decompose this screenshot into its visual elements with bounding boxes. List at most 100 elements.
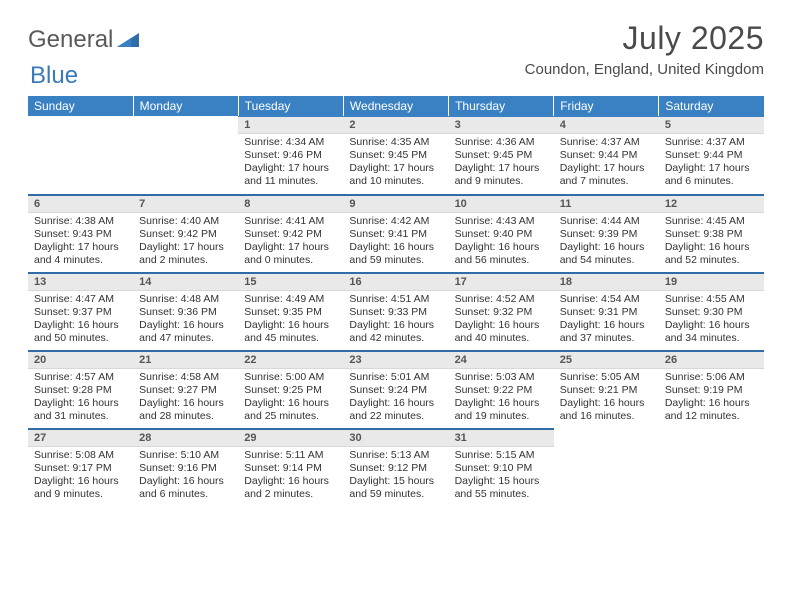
daylight-text: Daylight: 16 hours and 42 minutes. xyxy=(349,319,442,345)
brand-logo: General xyxy=(28,26,141,54)
sunrise-text: Sunrise: 4:45 AM xyxy=(665,215,758,228)
sunset-text: Sunset: 9:32 PM xyxy=(455,306,548,319)
day-details: Sunrise: 5:10 AMSunset: 9:16 PMDaylight:… xyxy=(133,447,238,506)
day-number: 16 xyxy=(343,272,448,291)
weekday-friday: Friday xyxy=(554,96,659,116)
day-number: 29 xyxy=(238,428,343,447)
sunrise-text: Sunrise: 4:55 AM xyxy=(665,293,758,306)
calendar-cell: 31Sunrise: 5:15 AMSunset: 9:10 PMDayligh… xyxy=(449,428,554,506)
calendar-cell xyxy=(659,428,764,506)
day-details xyxy=(554,432,659,438)
sunrise-text: Sunrise: 4:48 AM xyxy=(139,293,232,306)
sunset-text: Sunset: 9:42 PM xyxy=(244,228,337,241)
sunset-text: Sunset: 9:43 PM xyxy=(34,228,127,241)
day-details: Sunrise: 4:48 AMSunset: 9:36 PMDaylight:… xyxy=(133,291,238,350)
daylight-text: Daylight: 17 hours and 6 minutes. xyxy=(665,162,758,188)
daylight-text: Daylight: 16 hours and 45 minutes. xyxy=(244,319,337,345)
day-number: 7 xyxy=(133,194,238,213)
day-details: Sunrise: 4:58 AMSunset: 9:27 PMDaylight:… xyxy=(133,369,238,428)
calendar-cell xyxy=(28,116,133,194)
weekday-monday: Monday xyxy=(133,96,238,116)
sunrise-text: Sunrise: 5:11 AM xyxy=(244,449,337,462)
sunset-text: Sunset: 9:37 PM xyxy=(34,306,127,319)
weekday-saturday: Saturday xyxy=(659,96,764,116)
calendar-cell: 12Sunrise: 4:45 AMSunset: 9:38 PMDayligh… xyxy=(659,194,764,272)
daylight-text: Daylight: 16 hours and 50 minutes. xyxy=(34,319,127,345)
day-number: 8 xyxy=(238,194,343,213)
daylight-text: Daylight: 15 hours and 59 minutes. xyxy=(349,475,442,501)
day-details: Sunrise: 5:01 AMSunset: 9:24 PMDaylight:… xyxy=(343,369,448,428)
sunrise-text: Sunrise: 4:37 AM xyxy=(560,136,653,149)
sunrise-text: Sunrise: 4:58 AM xyxy=(139,371,232,384)
weekday-wednesday: Wednesday xyxy=(343,96,448,116)
sunset-text: Sunset: 9:14 PM xyxy=(244,462,337,475)
day-number: 18 xyxy=(554,272,659,291)
sunrise-text: Sunrise: 5:05 AM xyxy=(560,371,653,384)
calendar-cell: 20Sunrise: 4:57 AMSunset: 9:28 PMDayligh… xyxy=(28,350,133,428)
daylight-text: Daylight: 16 hours and 47 minutes. xyxy=(139,319,232,345)
day-details: Sunrise: 5:11 AMSunset: 9:14 PMDaylight:… xyxy=(238,447,343,506)
daylight-text: Daylight: 17 hours and 7 minutes. xyxy=(560,162,653,188)
sunset-text: Sunset: 9:19 PM xyxy=(665,384,758,397)
daylight-text: Daylight: 16 hours and 22 minutes. xyxy=(349,397,442,423)
sunrise-text: Sunrise: 5:03 AM xyxy=(455,371,548,384)
weekday-sunday: Sunday xyxy=(28,96,133,116)
day-details: Sunrise: 5:00 AMSunset: 9:25 PMDaylight:… xyxy=(238,369,343,428)
day-number: 9 xyxy=(343,194,448,213)
sunset-text: Sunset: 9:39 PM xyxy=(560,228,653,241)
day-details xyxy=(28,120,133,126)
daylight-text: Daylight: 16 hours and 54 minutes. xyxy=(560,241,653,267)
sunset-text: Sunset: 9:22 PM xyxy=(455,384,548,397)
day-details: Sunrise: 5:13 AMSunset: 9:12 PMDaylight:… xyxy=(343,447,448,506)
calendar-cell: 17Sunrise: 4:52 AMSunset: 9:32 PMDayligh… xyxy=(449,272,554,350)
day-number: 17 xyxy=(449,272,554,291)
daylight-text: Daylight: 16 hours and 28 minutes. xyxy=(139,397,232,423)
day-number: 31 xyxy=(449,428,554,447)
sunset-text: Sunset: 9:28 PM xyxy=(34,384,127,397)
calendar-cell: 5Sunrise: 4:37 AMSunset: 9:44 PMDaylight… xyxy=(659,116,764,194)
day-details: Sunrise: 4:52 AMSunset: 9:32 PMDaylight:… xyxy=(449,291,554,350)
calendar-cell: 9Sunrise: 4:42 AMSunset: 9:41 PMDaylight… xyxy=(343,194,448,272)
sunrise-text: Sunrise: 4:41 AM xyxy=(244,215,337,228)
sunrise-text: Sunrise: 4:42 AM xyxy=(349,215,442,228)
day-details: Sunrise: 4:57 AMSunset: 9:28 PMDaylight:… xyxy=(28,369,133,428)
sunrise-text: Sunrise: 5:15 AM xyxy=(455,449,548,462)
day-number: 20 xyxy=(28,350,133,369)
calendar-table: Sunday Monday Tuesday Wednesday Thursday… xyxy=(28,96,764,506)
calendar-cell: 11Sunrise: 4:44 AMSunset: 9:39 PMDayligh… xyxy=(554,194,659,272)
sunrise-text: Sunrise: 4:47 AM xyxy=(34,293,127,306)
sunset-text: Sunset: 9:35 PM xyxy=(244,306,337,319)
calendar-cell: 25Sunrise: 5:05 AMSunset: 9:21 PMDayligh… xyxy=(554,350,659,428)
day-number: 6 xyxy=(28,194,133,213)
day-details: Sunrise: 4:55 AMSunset: 9:30 PMDaylight:… xyxy=(659,291,764,350)
sunset-text: Sunset: 9:30 PM xyxy=(665,306,758,319)
sunrise-text: Sunrise: 4:40 AM xyxy=(139,215,232,228)
calendar-row: 27Sunrise: 5:08 AMSunset: 9:17 PMDayligh… xyxy=(28,428,764,506)
day-number: 1 xyxy=(238,116,343,134)
day-number: 23 xyxy=(343,350,448,369)
day-number: 24 xyxy=(449,350,554,369)
calendar-cell: 28Sunrise: 5:10 AMSunset: 9:16 PMDayligh… xyxy=(133,428,238,506)
sunrise-text: Sunrise: 4:34 AM xyxy=(244,136,337,149)
day-details: Sunrise: 4:41 AMSunset: 9:42 PMDaylight:… xyxy=(238,213,343,272)
calendar-cell: 26Sunrise: 5:06 AMSunset: 9:19 PMDayligh… xyxy=(659,350,764,428)
day-details: Sunrise: 4:40 AMSunset: 9:42 PMDaylight:… xyxy=(133,213,238,272)
day-details: Sunrise: 4:35 AMSunset: 9:45 PMDaylight:… xyxy=(343,134,448,193)
day-details: Sunrise: 4:44 AMSunset: 9:39 PMDaylight:… xyxy=(554,213,659,272)
sunset-text: Sunset: 9:46 PM xyxy=(244,149,337,162)
daylight-text: Daylight: 16 hours and 16 minutes. xyxy=(560,397,653,423)
day-number: 14 xyxy=(133,272,238,291)
day-details: Sunrise: 4:51 AMSunset: 9:33 PMDaylight:… xyxy=(343,291,448,350)
day-number: 21 xyxy=(133,350,238,369)
sunrise-text: Sunrise: 4:37 AM xyxy=(665,136,758,149)
calendar-cell: 22Sunrise: 5:00 AMSunset: 9:25 PMDayligh… xyxy=(238,350,343,428)
calendar-cell: 16Sunrise: 4:51 AMSunset: 9:33 PMDayligh… xyxy=(343,272,448,350)
daylight-text: Daylight: 16 hours and 56 minutes. xyxy=(455,241,548,267)
sunset-text: Sunset: 9:45 PM xyxy=(349,149,442,162)
calendar-cell: 13Sunrise: 4:47 AMSunset: 9:37 PMDayligh… xyxy=(28,272,133,350)
brand-part1: General xyxy=(28,26,113,54)
sunset-text: Sunset: 9:42 PM xyxy=(139,228,232,241)
calendar-cell: 6Sunrise: 4:38 AMSunset: 9:43 PMDaylight… xyxy=(28,194,133,272)
daylight-text: Daylight: 17 hours and 4 minutes. xyxy=(34,241,127,267)
sunrise-text: Sunrise: 5:06 AM xyxy=(665,371,758,384)
